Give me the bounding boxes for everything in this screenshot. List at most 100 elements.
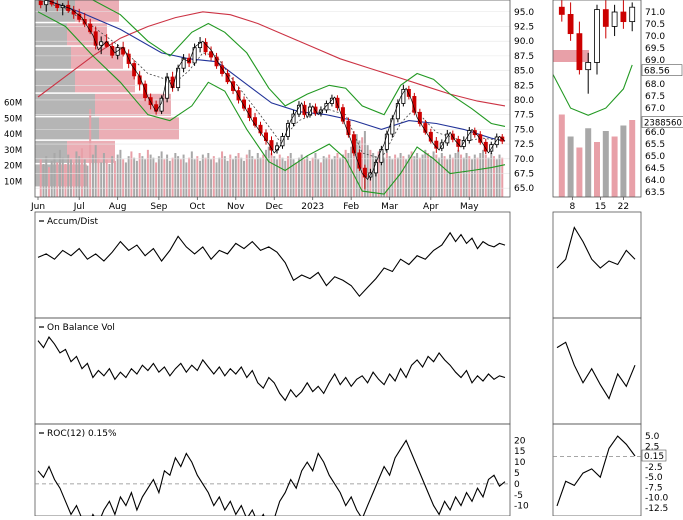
roc-y-tick-label: -10 — [514, 502, 529, 512]
volume-by-price-down-bar — [75, 70, 135, 93]
volume-bar — [91, 154, 94, 197]
candle-body — [329, 97, 334, 104]
volume-bar — [182, 154, 185, 197]
volume-bar — [45, 156, 48, 197]
zoom-plot-area — [553, 0, 636, 197]
candle-body — [285, 123, 290, 137]
last-price-tag — [641, 64, 683, 76]
x-tick-label: Mar — [381, 202, 398, 212]
zoom-x-tick-label: 15 — [595, 202, 606, 212]
volume-bar — [141, 156, 144, 197]
volume-bar — [416, 153, 419, 197]
volume-bar — [465, 153, 468, 197]
volume-bar — [226, 160, 229, 197]
candle-body — [220, 65, 225, 74]
x-tick-label: Dec — [266, 202, 283, 212]
volume-bar — [303, 159, 306, 197]
volume-y-tick-label: 30M — [4, 146, 22, 156]
volume-bar — [122, 159, 125, 197]
x-tick-label: Aug — [109, 202, 127, 212]
volume-bar — [108, 164, 111, 197]
volume-by-price-down-bar — [71, 46, 123, 69]
volume-bar — [361, 137, 364, 197]
volume-bar — [388, 156, 391, 197]
volume-bar — [221, 151, 224, 197]
zoom-bollinger-line — [553, 64, 633, 116]
candle-body — [236, 90, 241, 101]
volume-bar — [163, 159, 166, 197]
candle-body — [357, 152, 362, 169]
volume-bar — [174, 153, 177, 197]
volume-by-price-down-bar — [99, 117, 179, 140]
price-y-tick-label: 95.0 — [514, 8, 534, 18]
accum-dist-zoom-line — [556, 226, 636, 269]
volume-bar — [193, 159, 196, 197]
volume-bar — [232, 159, 235, 197]
volume-bar — [473, 154, 476, 197]
volume-bar — [179, 159, 182, 197]
zoom-volume-bar — [576, 147, 583, 197]
volume-bar — [454, 153, 457, 197]
zoom-y-tick-label: 67.0 — [645, 104, 665, 114]
volume-bar — [355, 134, 358, 197]
candle-body — [181, 57, 186, 69]
roc-zoom-y-tick-label: 2.5 — [645, 442, 659, 452]
roc-zoom-y-tick-label: 5.0 — [645, 432, 660, 442]
volume-bar — [199, 160, 202, 197]
volume-bar — [201, 154, 204, 197]
x-tick-label: Oct — [190, 202, 206, 212]
volume-bar — [245, 154, 248, 197]
zoom-volume-bar — [594, 142, 600, 197]
volume-bar — [223, 156, 226, 197]
volume-bar — [102, 153, 105, 197]
volume-bar — [333, 156, 336, 197]
candle-body — [395, 103, 400, 120]
volume-bar — [97, 157, 100, 197]
volume-bar — [144, 159, 147, 197]
zoom-volume-bar — [558, 114, 565, 197]
volume-bar — [372, 153, 375, 197]
volume-bar — [190, 151, 193, 197]
volume-bar — [72, 162, 75, 197]
price-y-tick-label: 85.0 — [514, 67, 534, 77]
volume-by-price-up-bar — [35, 70, 75, 93]
volume-bar — [462, 157, 465, 197]
volume-bar — [157, 156, 160, 197]
roc-zoom-y-tick-label: -10.0 — [645, 494, 669, 504]
volume-bar — [254, 159, 257, 197]
volume-bar — [69, 159, 72, 197]
volume-bar — [322, 156, 325, 197]
volume-bar — [363, 131, 366, 197]
x-tick-label: Jul — [73, 202, 85, 212]
zoom-volume-bar — [602, 131, 609, 197]
candle-body — [461, 140, 466, 147]
volume-bar — [166, 154, 169, 197]
volume-bar — [295, 162, 298, 197]
volume-bar — [53, 153, 56, 197]
volume-bar — [130, 151, 133, 197]
zoom-y-tick-label: 66.0 — [645, 128, 665, 138]
roc-line — [37, 439, 506, 516]
sma-long-line — [37, 11, 506, 107]
volume-bar — [133, 157, 136, 197]
volume-bar — [67, 154, 70, 197]
sma-short-line — [37, 0, 506, 160]
candle-body — [434, 140, 439, 149]
roc-zoom-y-tick-label: -12.5 — [645, 504, 668, 514]
price-plot-area — [35, 0, 510, 197]
volume-y-tick-label: 50M — [4, 114, 22, 124]
candle-body — [346, 120, 351, 136]
accum-dist-line — [37, 231, 506, 298]
candle-body — [379, 148, 384, 163]
volume-bar — [94, 145, 97, 197]
zoom-y-tick-label: 69.0 — [645, 56, 665, 66]
volume-bar — [402, 156, 405, 197]
roc-y-tick-label: 15 — [514, 447, 525, 457]
candle-body — [456, 138, 461, 147]
zoom-candle-body — [567, 14, 574, 35]
volume-bar — [490, 153, 493, 197]
volume-bar — [443, 156, 446, 197]
roc-last-label: 0.15 — [644, 452, 664, 462]
candle-body — [209, 51, 214, 58]
volume-bar — [479, 153, 482, 197]
